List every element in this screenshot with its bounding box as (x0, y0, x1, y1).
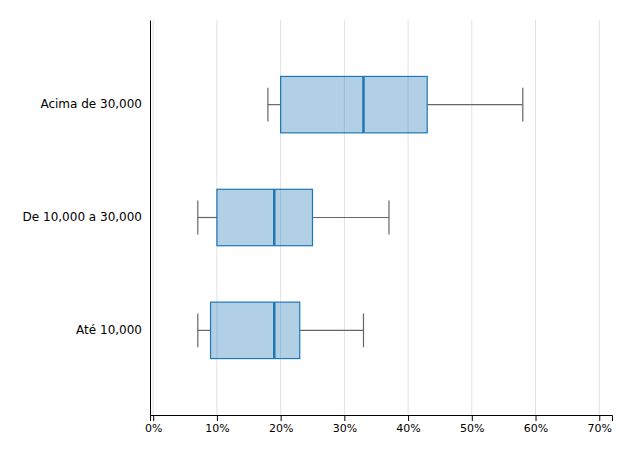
grid-line (599, 20, 600, 415)
grid-line (471, 20, 472, 415)
grid-line (153, 20, 154, 415)
tick-mark (153, 415, 154, 421)
tick-label: 70% (588, 422, 612, 435)
median (273, 189, 276, 245)
tick: 60% (524, 415, 548, 435)
tick: 40% (396, 415, 420, 435)
tick-label: 60% (524, 422, 548, 435)
tick-mark (344, 415, 345, 421)
box-body (211, 302, 300, 358)
whisker (300, 330, 364, 331)
tick: 30% (333, 415, 357, 435)
whisker (198, 217, 217, 218)
axis-line (150, 21, 151, 416)
whisker (198, 330, 211, 331)
tick: 50% (460, 415, 484, 435)
box (198, 302, 364, 358)
whisker-cap (363, 313, 364, 347)
tick-mark (536, 415, 537, 421)
whisker-cap (197, 201, 198, 235)
tick-label: Até 10,000 (76, 323, 142, 337)
tick: Até 10,000 (76, 323, 142, 337)
whisker (268, 104, 281, 105)
whisker-cap (197, 313, 198, 347)
whisker (312, 217, 388, 218)
tick-mark (599, 415, 600, 421)
tick-label: Acima de 30,000 (40, 97, 142, 111)
whisker-cap (388, 201, 389, 235)
box-body (281, 76, 428, 132)
median (273, 302, 276, 358)
box-body (217, 189, 313, 245)
box (268, 76, 523, 132)
tick: De 10,000 a 30,000 (23, 210, 142, 224)
tick-label: 30% (333, 422, 357, 435)
plot: 0% 10% 20% 30% 40% 50% 60% 70% Acima de 30,000 De… (23, 20, 613, 435)
tick: 0% (145, 415, 162, 435)
tick: 20% (269, 415, 293, 435)
grid (153, 20, 599, 415)
whisker-cap (522, 88, 523, 122)
median (362, 76, 365, 132)
tick-mark (281, 415, 282, 421)
tick-label: De 10,000 a 30,000 (23, 210, 142, 224)
tick-mark (408, 415, 409, 421)
tick: Acima de 30,000 (40, 97, 142, 111)
marks (198, 76, 523, 358)
tick: 70% (588, 415, 612, 435)
tick-label: 10% (205, 422, 229, 435)
whisker-cap (267, 88, 268, 122)
category-axis: Acima de 30,000 De 10,000 a 30,000 Até 10,… (23, 21, 151, 416)
grid-line (535, 20, 536, 415)
tick-label: 40% (396, 422, 420, 435)
tick: 10% (205, 415, 229, 435)
tick-mark (472, 415, 473, 421)
value-axis: 0% 10% 20% 30% 40% 50% 60% 70% (145, 415, 613, 435)
tick-label: 0% (145, 422, 162, 435)
whisker (427, 104, 523, 105)
tick-mark (217, 415, 218, 421)
tick-label: 20% (269, 422, 293, 435)
tick-label: 50% (460, 422, 484, 435)
chart: 0% 10% 20% 30% 40% 50% 60% 70% Acima de 30,000 De… (0, 0, 637, 455)
box (198, 189, 389, 245)
axis-line (151, 416, 613, 422)
